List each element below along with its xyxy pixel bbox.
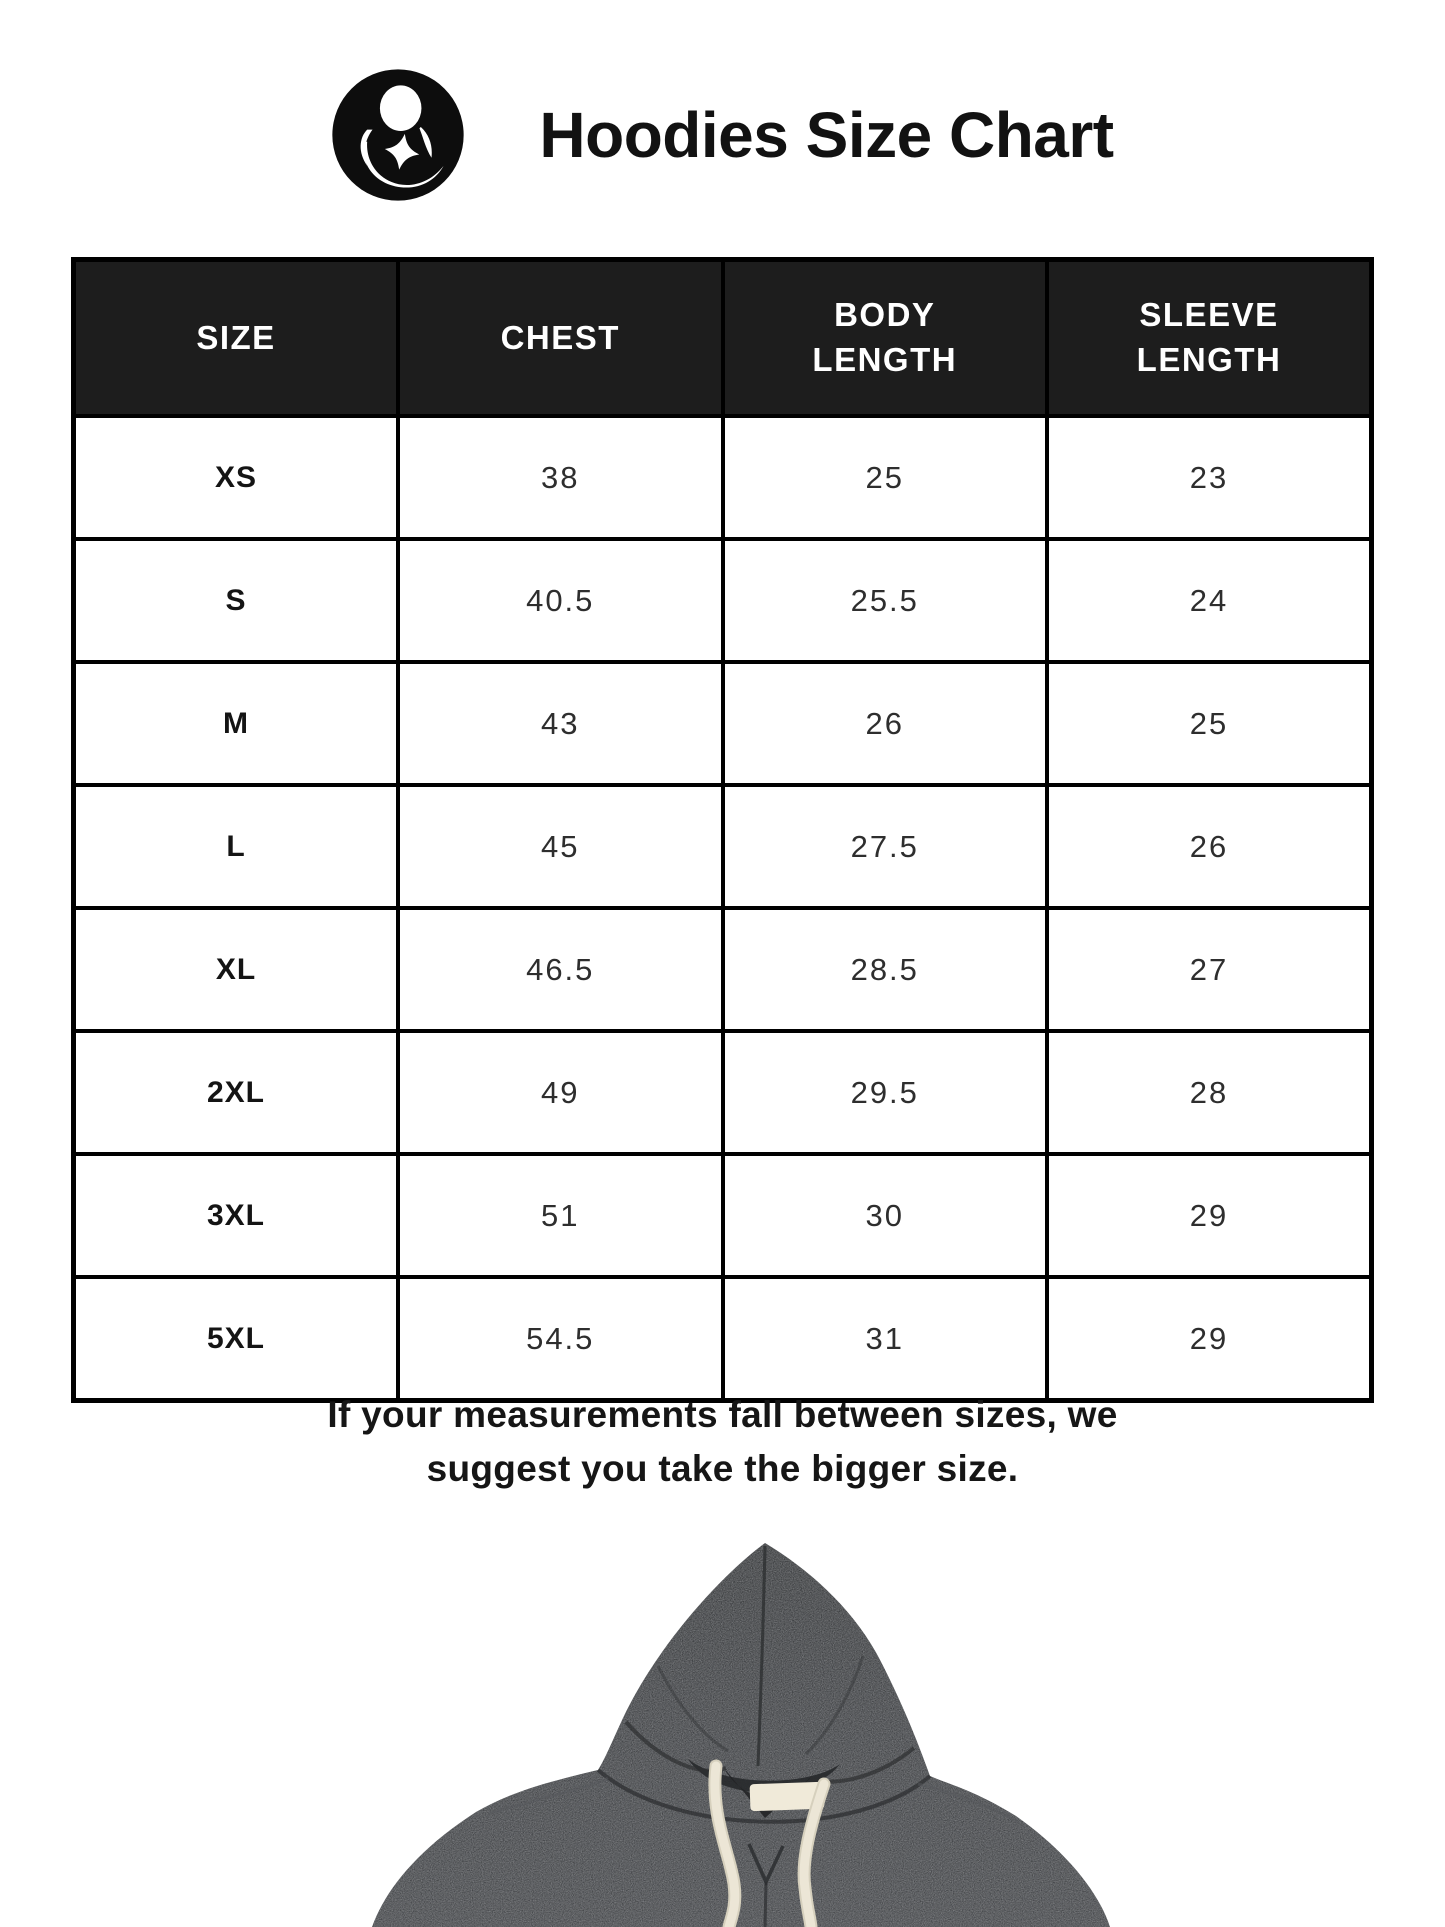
size-cell: XL — [71, 906, 400, 1033]
measurement-cell: 29.5 — [720, 1029, 1049, 1156]
column-header-3: SLEEVE LENGTH — [1045, 257, 1374, 418]
measurement-cell: 31 — [720, 1275, 1049, 1403]
measurement-cell: 25 — [720, 414, 1049, 541]
size-cell: 3XL — [71, 1152, 400, 1279]
measurement-cell: 38 — [396, 414, 725, 541]
column-header-2: BODY LENGTH — [720, 257, 1049, 418]
size-chart-table-body: XS 38 25 23 S 40.5 25.5 24 M 43 26 25 L 45 27.5 26 XL 46.… — [71, 414, 1374, 1403]
measurement-cell: 28.5 — [720, 906, 1049, 1033]
column-header-0: SIZE — [71, 257, 400, 418]
header-row: SIZE CHEST BODY LENGTH SLEEVE LENGTH — [71, 257, 1374, 418]
measurement-cell: 29 — [1045, 1275, 1374, 1403]
column-header-1: CHEST — [396, 257, 725, 418]
table-row: L 45 27.5 26 — [71, 783, 1374, 910]
table-row: S 40.5 25.5 24 — [71, 537, 1374, 664]
measurement-cell: 27 — [1045, 906, 1374, 1033]
measurement-cell: 29 — [1045, 1152, 1374, 1279]
hoodie-product-image — [358, 1516, 1118, 1927]
measurement-cell: 43 — [396, 660, 725, 787]
size-cell: 2XL — [71, 1029, 400, 1156]
measurement-cell: 49 — [396, 1029, 725, 1156]
brand-header: Hoodies Size Chart — [0, 60, 1445, 210]
page-title: Hoodies Size Chart — [539, 99, 1114, 171]
size-cell: S — [71, 537, 400, 664]
table-row: M 43 26 25 — [71, 660, 1374, 787]
measurement-cell: 51 — [396, 1152, 725, 1279]
size-cell: XS — [71, 414, 400, 541]
size-cell: 5XL — [71, 1275, 400, 1403]
sizing-note: If your measurements fall between sizes,… — [327, 1394, 1118, 1489]
measurement-cell: 46.5 — [396, 906, 725, 1033]
size-chart-table: SIZE CHEST BODY LENGTH SLEEVE LENGTH XS 38 25… — [71, 257, 1374, 1403]
table-row: XL 46.5 28.5 27 — [71, 906, 1374, 1033]
table-row: XS 38 25 23 — [71, 414, 1374, 541]
measurement-cell: 54.5 — [396, 1275, 725, 1403]
size-chart-table-head: SIZE CHEST BODY LENGTH SLEEVE LENGTH — [71, 257, 1374, 418]
measurement-cell: 26 — [1045, 783, 1374, 910]
measurement-cell: 30 — [720, 1152, 1049, 1279]
measurement-cell: 45 — [396, 783, 725, 910]
size-cell: M — [71, 660, 400, 787]
table-row: 2XL 49 29.5 28 — [71, 1029, 1374, 1156]
measurement-cell: 26 — [720, 660, 1049, 787]
measurement-cell: 28 — [1045, 1029, 1374, 1156]
table-row: 3XL 51 30 29 — [71, 1152, 1374, 1279]
size-cell: L — [71, 783, 400, 910]
measurement-cell: 27.5 — [720, 783, 1049, 910]
measurement-cell: 25 — [1045, 660, 1374, 787]
measurement-cell: 24 — [1045, 537, 1374, 664]
table-row: 5XL 54.5 31 29 — [71, 1275, 1374, 1403]
brand-logo-icon — [331, 63, 465, 207]
measurement-cell: 23 — [1045, 414, 1374, 541]
measurement-cell: 25.5 — [720, 537, 1049, 664]
measurement-cell: 40.5 — [396, 537, 725, 664]
